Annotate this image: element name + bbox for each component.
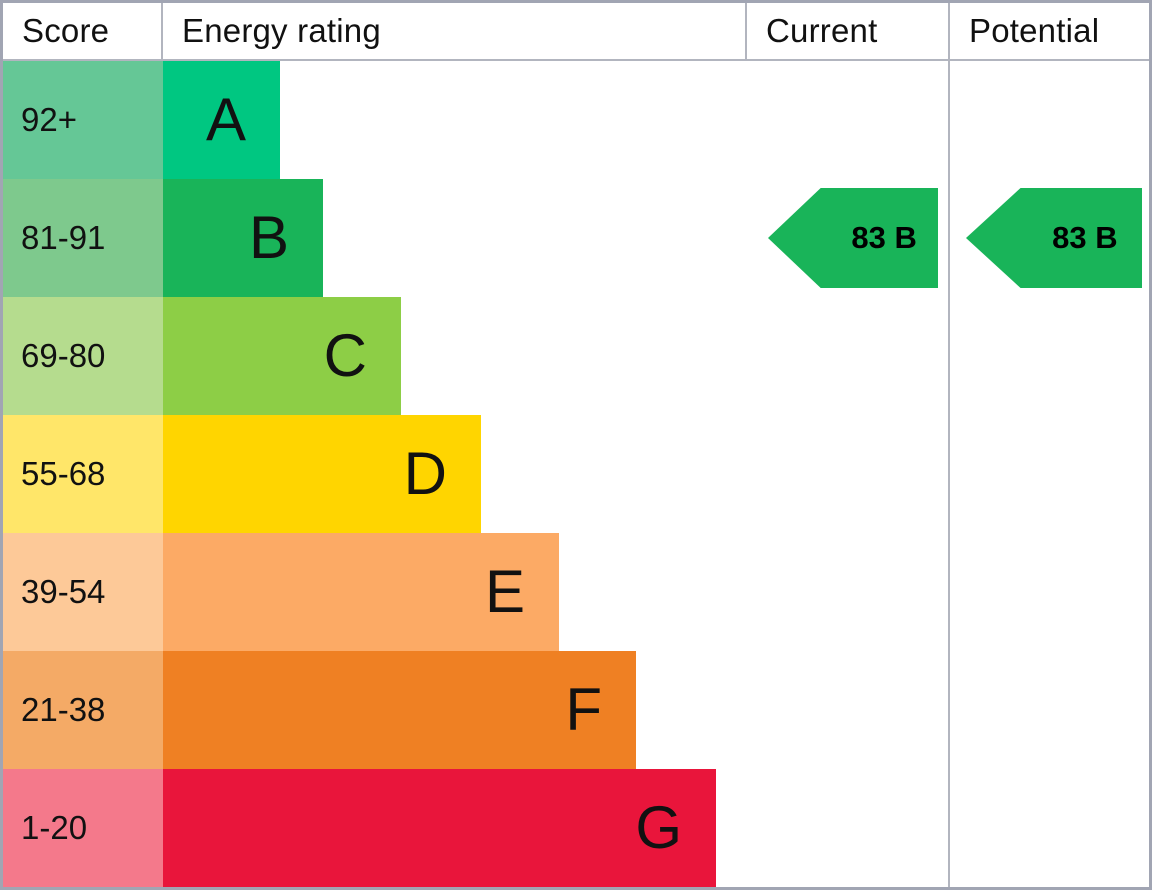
rating-bands-column: Score Energy rating 92+ A 81-91 B 69-80 … <box>3 3 747 887</box>
rating-bar-d: D <box>163 415 481 533</box>
rating-bar-c: C <box>163 297 401 415</box>
score-range-c: 69-80 <box>3 297 163 415</box>
rating-bar-g: G <box>163 769 716 887</box>
score-range-d: 55-68 <box>3 415 163 533</box>
potential-rating-column: Potential 83 B <box>950 3 1149 887</box>
band-row-c: 69-80 C <box>3 297 747 415</box>
rating-bar-a: A <box>163 61 280 179</box>
left-header-row: Score Energy rating <box>3 3 747 61</box>
potential-rating-label: 83 B <box>1052 220 1118 255</box>
score-range-a: 92+ <box>3 61 163 179</box>
score-range-g: 1-20 <box>3 769 163 887</box>
current-rating-label: 83 B <box>851 220 917 255</box>
band-row-b: 81-91 B <box>3 179 747 297</box>
score-range-b: 81-91 <box>3 179 163 297</box>
potential-column-header: Potential <box>950 3 1149 61</box>
energy-rating-column-header: Energy rating <box>163 3 747 61</box>
band-row-f: 21-38 F <box>3 651 747 769</box>
band-row-a: 92+ A <box>3 61 747 179</box>
current-rating-column: Current 83 B <box>747 3 950 887</box>
score-range-e: 39-54 <box>3 533 163 651</box>
potential-marker-area: 83 B <box>950 61 1149 887</box>
score-range-f: 21-38 <box>3 651 163 769</box>
score-column-header: Score <box>3 3 163 61</box>
potential-rating-arrow: 83 B <box>966 188 1142 288</box>
band-row-e: 39-54 E <box>3 533 747 651</box>
rating-bar-b: B <box>163 179 323 297</box>
current-marker-area: 83 B <box>747 61 948 887</box>
current-rating-arrow: 83 B <box>768 188 938 288</box>
rating-bar-f: F <box>163 651 636 769</box>
current-column-header: Current <box>747 3 948 61</box>
band-row-g: 1-20 G <box>3 769 747 887</box>
rating-bar-e: E <box>163 533 559 651</box>
band-row-d: 55-68 D <box>3 415 747 533</box>
